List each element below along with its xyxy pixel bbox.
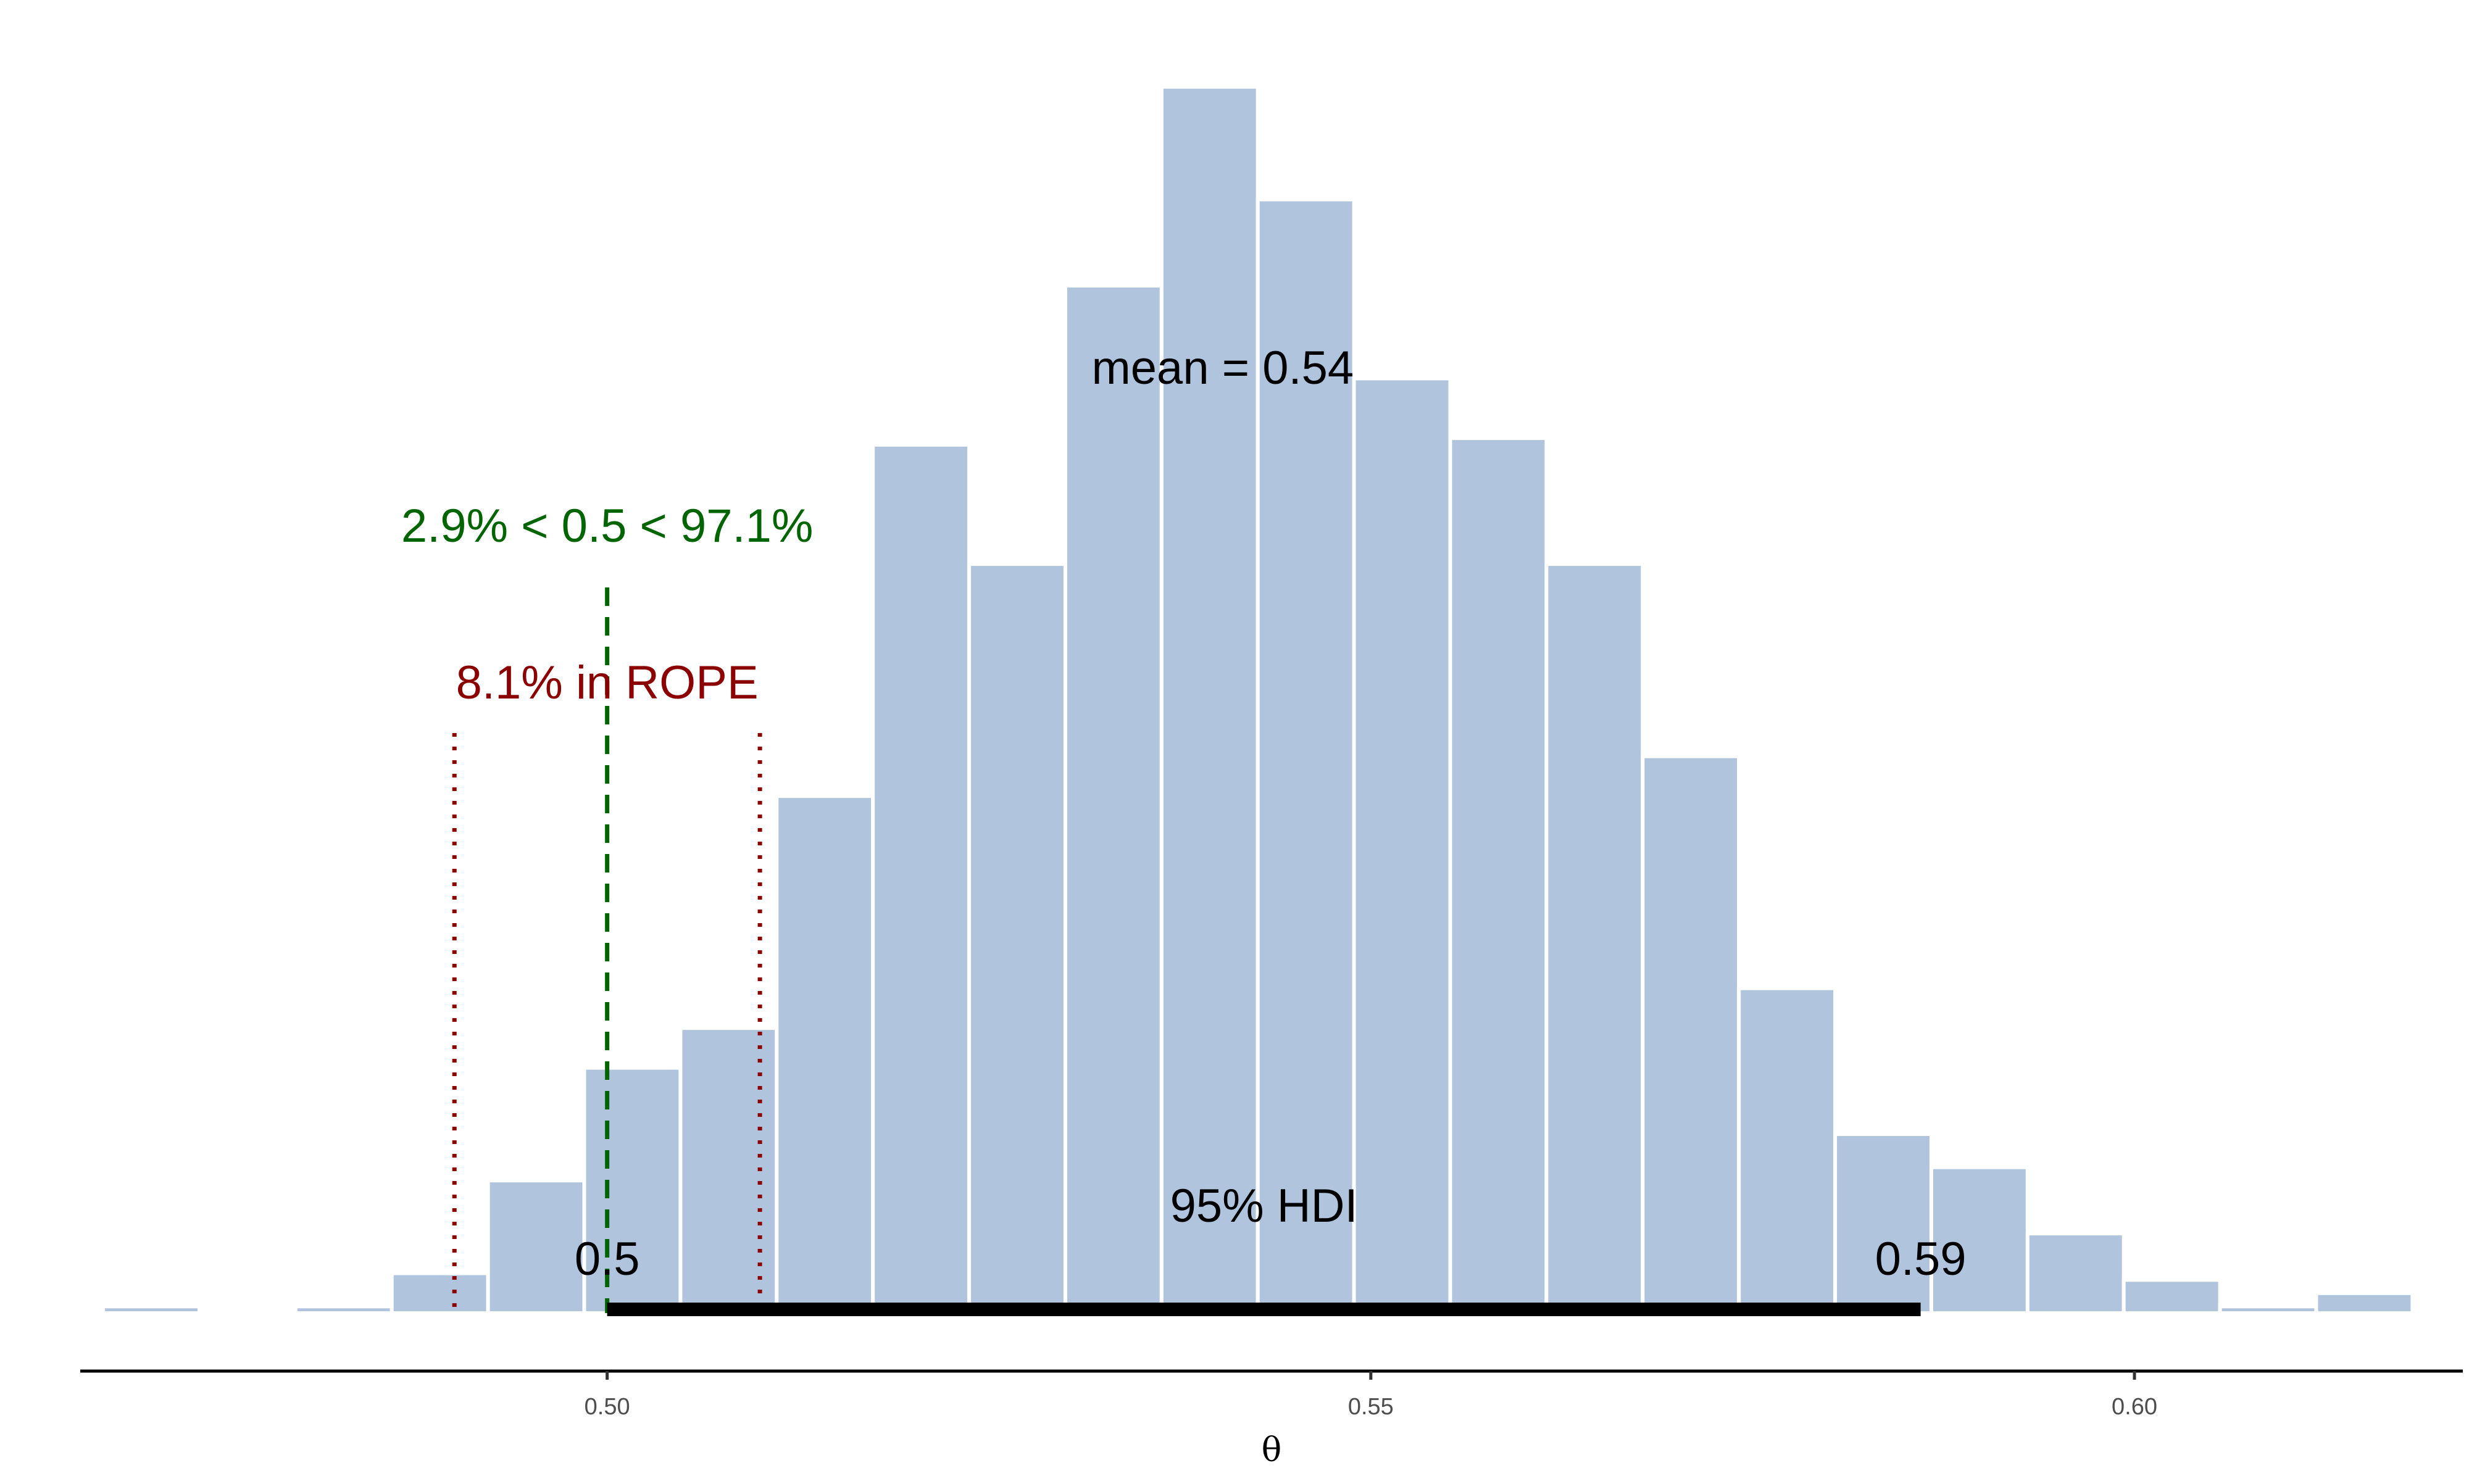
x-axis-title: θ bbox=[1262, 1430, 1282, 1469]
histogram-bar bbox=[967, 562, 1067, 1316]
hdi-high-label: 0.59 bbox=[1875, 1233, 1967, 1285]
histogram-bar bbox=[389, 1271, 490, 1315]
histogram-bar bbox=[1448, 436, 1549, 1315]
x-tick-label: 0.55 bbox=[1348, 1394, 1394, 1420]
comparison-annotation: 2.9% < 0.5 < 97.1% bbox=[401, 500, 814, 552]
histogram-bar bbox=[1833, 1132, 1933, 1316]
histogram-bar bbox=[871, 442, 972, 1316]
histogram-bar bbox=[582, 1066, 683, 1315]
hdi-low-label: 0.5 bbox=[575, 1233, 640, 1285]
x-axis-ticks: 0.50 0.55 0.60 bbox=[585, 1371, 2157, 1420]
histogram-bar bbox=[2314, 1291, 2415, 1315]
histogram-bar bbox=[678, 1026, 779, 1316]
histogram-bar bbox=[486, 1179, 586, 1315]
histogram-bar bbox=[2121, 1278, 2222, 1315]
mean-annotation: mean = 0.54 bbox=[1091, 342, 1354, 394]
histogram-bar bbox=[101, 1304, 201, 1315]
histogram-bar bbox=[1255, 197, 1356, 1315]
histogram-bar bbox=[775, 794, 875, 1315]
x-tick-label: 0.60 bbox=[2112, 1394, 2157, 1420]
x-tick-label: 0.50 bbox=[585, 1394, 630, 1420]
histogram-bars bbox=[101, 85, 2415, 1316]
histogram-bar bbox=[1641, 754, 1741, 1315]
histogram-bar bbox=[1544, 562, 1645, 1316]
histogram-bar bbox=[1737, 986, 1838, 1315]
histogram-bar bbox=[2218, 1304, 2318, 1315]
histogram-bar bbox=[2025, 1232, 2126, 1316]
histogram-bar bbox=[1352, 376, 1452, 1315]
histogram-bar bbox=[1159, 85, 1260, 1315]
histogram-bar bbox=[1929, 1165, 2030, 1315]
histogram-bar bbox=[1063, 284, 1164, 1315]
rope-annotation: 8.1% in ROPE bbox=[456, 657, 759, 709]
hdi-annotation: 95% HDI bbox=[1170, 1180, 1358, 1232]
histogram-bar bbox=[293, 1304, 394, 1315]
